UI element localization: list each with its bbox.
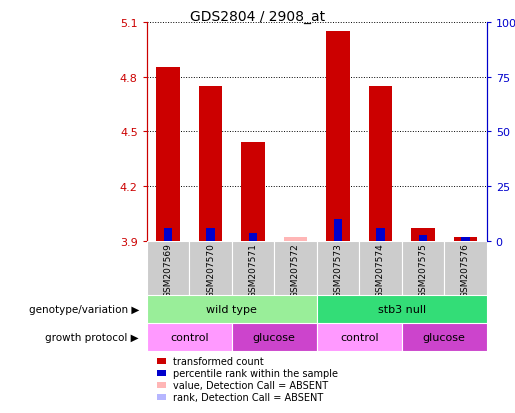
Text: control: control [170,332,209,342]
Text: glucose: glucose [423,332,466,342]
Text: GSM207575: GSM207575 [419,243,427,297]
Text: wild type: wild type [207,304,257,314]
Bar [274,241,317,295]
Bar [376,228,385,241]
Text: GSM207576: GSM207576 [461,243,470,297]
Text: control: control [340,332,379,342]
Bar [147,241,189,295]
Bar [206,228,215,241]
Bar [317,295,487,323]
Bar [164,228,172,241]
Text: genotype/variation ▶: genotype/variation ▶ [29,304,139,314]
Text: stb3 null: stb3 null [377,304,426,314]
Text: GSM207574: GSM207574 [376,243,385,297]
Text: percentile rank within the sample: percentile rank within the sample [173,368,337,378]
Text: growth protocol ▶: growth protocol ▶ [45,332,139,342]
Bar [157,68,180,241]
Bar [249,234,257,241]
Bar [411,228,435,241]
Text: GSM207569: GSM207569 [164,243,173,297]
Text: GSM207570: GSM207570 [206,243,215,297]
Text: GDS2804 / 2908_at: GDS2804 / 2908_at [190,10,325,24]
Bar [359,241,402,295]
Text: value, Detection Call = ABSENT: value, Detection Call = ABSENT [173,380,328,390]
Bar [461,237,470,241]
Bar [317,323,402,351]
Text: transformed count: transformed count [173,356,263,366]
Bar [327,32,350,241]
Bar [402,323,487,351]
Text: GSM207573: GSM207573 [334,243,342,297]
Bar [402,241,444,295]
Bar [232,323,317,351]
Bar [454,237,477,241]
Bar [284,237,307,241]
Bar [199,86,222,241]
Text: GSM207571: GSM207571 [249,243,258,297]
Text: GSM207572: GSM207572 [291,243,300,297]
Bar [369,86,392,241]
Bar [147,323,232,351]
Bar [232,241,274,295]
Bar [242,143,265,241]
Bar [317,241,359,295]
Bar [334,219,342,241]
Bar [147,295,317,323]
Text: rank, Detection Call = ABSENT: rank, Detection Call = ABSENT [173,392,323,402]
Bar [189,241,232,295]
Text: glucose: glucose [253,332,296,342]
Bar [419,236,427,241]
Bar [444,241,487,295]
